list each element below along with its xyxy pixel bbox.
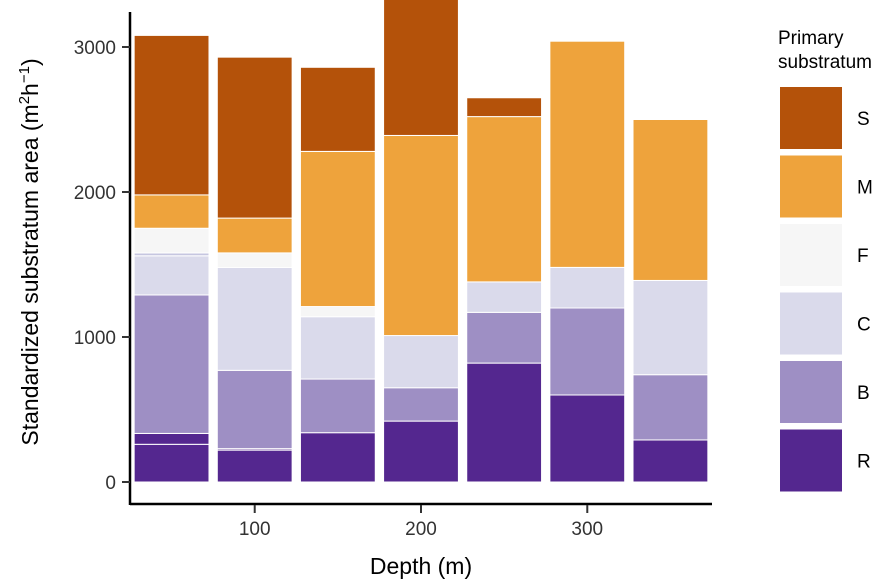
y-tick-label: 3000 <box>74 38 116 59</box>
legend-swatch-M <box>780 155 842 218</box>
bar-segment-C-250 <box>466 281 543 313</box>
legend-swatch-R <box>780 429 842 492</box>
bar-segment-C-100 <box>216 266 293 371</box>
bar-segment-S-200 <box>383 0 459 136</box>
y-axis-title-sup1: 2 <box>16 96 33 104</box>
legend-title-line1: Primary <box>778 28 844 49</box>
bar-segment-F-50 <box>133 227 210 254</box>
bar-segment-S-100 <box>216 56 293 219</box>
x-axis-title: Depth (m) <box>370 553 472 579</box>
bar-segment-M-350 <box>632 119 709 281</box>
y-tick-label: 1000 <box>74 328 116 349</box>
bar-segment-M-100 <box>216 217 293 254</box>
x-ticks-group: 100 200 300 <box>239 505 603 540</box>
bar-segment-S-50 <box>133 34 210 196</box>
bar-segment-M-50 <box>133 194 210 229</box>
y-axis-title-sup2: −1 <box>16 66 33 83</box>
bar-segment-B-150 <box>299 378 376 434</box>
bar-segment-F-150 <box>299 306 376 318</box>
x-tick-label: 200 <box>405 519 437 540</box>
bar-segment-S-250 <box>466 97 543 118</box>
bar-segment-B-200 <box>383 387 459 422</box>
bar-segment-B-300 <box>549 307 626 396</box>
legend-label-B: B <box>857 383 870 404</box>
bar-segment-M-150 <box>299 150 376 308</box>
y-ticks-group: 0 1000 2000 3000 <box>74 38 130 494</box>
legend-label-F: F <box>857 246 869 267</box>
legend-title-line2: substratum <box>778 52 872 73</box>
x-tick-label: 100 <box>239 519 271 540</box>
bar-segment-C-200 <box>383 335 459 389</box>
legend-label-R: R <box>857 452 871 473</box>
bar-segment-R-200 <box>383 420 459 483</box>
bar-segment-S-150 <box>299 66 376 152</box>
y-axis-title-main: Standardized substratum area (m <box>17 104 43 445</box>
bar-segment-B-250 <box>466 311 543 364</box>
y-axis-title-h: h <box>17 83 43 96</box>
bar-segment-R-100 <box>216 449 293 483</box>
legend-label-M: M <box>857 178 873 199</box>
legend-swatch-C <box>780 292 842 355</box>
legend-label-S: S <box>857 109 870 130</box>
x-tick-label: 300 <box>571 519 603 540</box>
bar-segment-M-200 <box>383 134 459 337</box>
bar-segment-R-350 <box>632 439 709 483</box>
y-axis-title-close: ) <box>17 58 43 66</box>
bar-segment-F-100 <box>216 252 293 268</box>
bar-segment-C-50 <box>133 255 210 296</box>
bar-segment-B-50 <box>133 294 210 434</box>
bar-segment-C-300 <box>549 266 626 309</box>
legend-swatch-S <box>780 87 842 149</box>
bar-segment-B-350 <box>632 374 709 441</box>
bar-segment-B-100 <box>216 369 293 450</box>
bars-group <box>133 0 709 483</box>
bar-segment-R-300 <box>549 394 626 483</box>
legend-group: S M F C B R <box>780 87 873 492</box>
bar-segment-M-300 <box>549 40 626 268</box>
bar-segment-R-150 <box>299 432 376 483</box>
y-axis-title: Standardized substratum area (m2h−1) <box>16 58 43 445</box>
legend-swatch-F <box>780 224 842 286</box>
bar-segment-M-250 <box>466 116 543 283</box>
legend-label-C: C <box>857 315 871 336</box>
y-tick-label: 0 <box>105 473 116 494</box>
bar-segment-C-150 <box>299 316 376 380</box>
legend-swatch-B <box>780 361 842 423</box>
bar-segment-C-350 <box>632 279 709 376</box>
bar-segment-sub1-50 <box>133 432 210 445</box>
bar-segment-R-250 <box>466 362 543 483</box>
y-tick-label: 2000 <box>74 183 116 204</box>
bar-segment-R-50 <box>133 443 210 483</box>
